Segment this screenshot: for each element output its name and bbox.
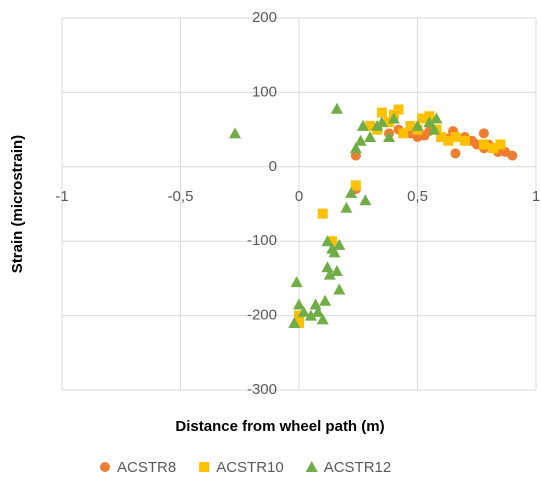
- data-point: [297, 305, 310, 317]
- data-point: [393, 104, 404, 115]
- data-point: [405, 120, 416, 131]
- data-point: [316, 313, 329, 325]
- data-point: [364, 131, 377, 143]
- data-point: [290, 276, 303, 288]
- data-point: [330, 102, 343, 114]
- y-tick-label: 0: [269, 158, 277, 175]
- data-point: [423, 116, 436, 128]
- y-tick-label: -100: [247, 232, 277, 249]
- data-point: [495, 139, 506, 150]
- y-tick-label: 200: [252, 9, 277, 26]
- data-point: [333, 238, 346, 250]
- x-axis-title: Distance from wheel path (m): [175, 418, 384, 435]
- data-point: [383, 131, 396, 143]
- data-point: [459, 135, 470, 146]
- data-point: [349, 142, 362, 154]
- y-axis-title: Strain (microstrain): [9, 135, 26, 273]
- data-point: [327, 236, 338, 247]
- data-point: [345, 186, 358, 198]
- legend-marker: [199, 462, 210, 472]
- data-point: [436, 132, 447, 143]
- data-point: [321, 261, 334, 273]
- data-point: [478, 128, 489, 139]
- data-point: [288, 317, 301, 329]
- data-point: [321, 235, 334, 247]
- legend-label: ACSTR8: [117, 459, 176, 476]
- data-point: [328, 246, 341, 258]
- data-point: [376, 107, 387, 118]
- data-point: [488, 143, 499, 154]
- data-point: [317, 208, 328, 219]
- x-tick-label: 0: [295, 188, 303, 205]
- data-point: [359, 194, 372, 206]
- data-point: [293, 298, 305, 310]
- data-point: [354, 134, 367, 146]
- data-point: [411, 119, 424, 131]
- data-point: [350, 180, 361, 191]
- data-point: [375, 116, 388, 128]
- data-point: [450, 148, 461, 159]
- data-point: [294, 318, 304, 329]
- data-point: [304, 309, 317, 321]
- x-tick-label: 1: [532, 188, 540, 205]
- legend-label: ACSTR12: [324, 459, 392, 476]
- x-tick-label: -1: [55, 188, 68, 205]
- legend-marker: [305, 461, 318, 472]
- data-point: [340, 201, 353, 213]
- data-point: [365, 120, 376, 131]
- data-point: [417, 113, 428, 124]
- legend-marker: [100, 462, 110, 472]
- data-point: [330, 264, 343, 276]
- y-tick-label: 100: [252, 83, 277, 100]
- x-tick-label: -0,5: [168, 188, 194, 205]
- data-point: [356, 119, 369, 131]
- data-point: [430, 112, 443, 124]
- y-tick-label: -300: [247, 381, 277, 398]
- data-point: [333, 283, 346, 295]
- data-point: [428, 123, 441, 135]
- x-tick-label: 0,5: [407, 188, 428, 205]
- data-point: [311, 305, 324, 317]
- data-point: [398, 128, 409, 139]
- data-point: [507, 150, 518, 161]
- data-point: [319, 294, 332, 306]
- data-point: [443, 135, 454, 146]
- data-point: [229, 127, 242, 139]
- data-point: [309, 298, 322, 310]
- data-point: [478, 139, 489, 150]
- data-point: [387, 112, 400, 124]
- data-point: [323, 268, 336, 280]
- y-tick-label: -200: [247, 307, 277, 324]
- legend-label: ACSTR10: [216, 459, 284, 476]
- data-point: [450, 132, 461, 143]
